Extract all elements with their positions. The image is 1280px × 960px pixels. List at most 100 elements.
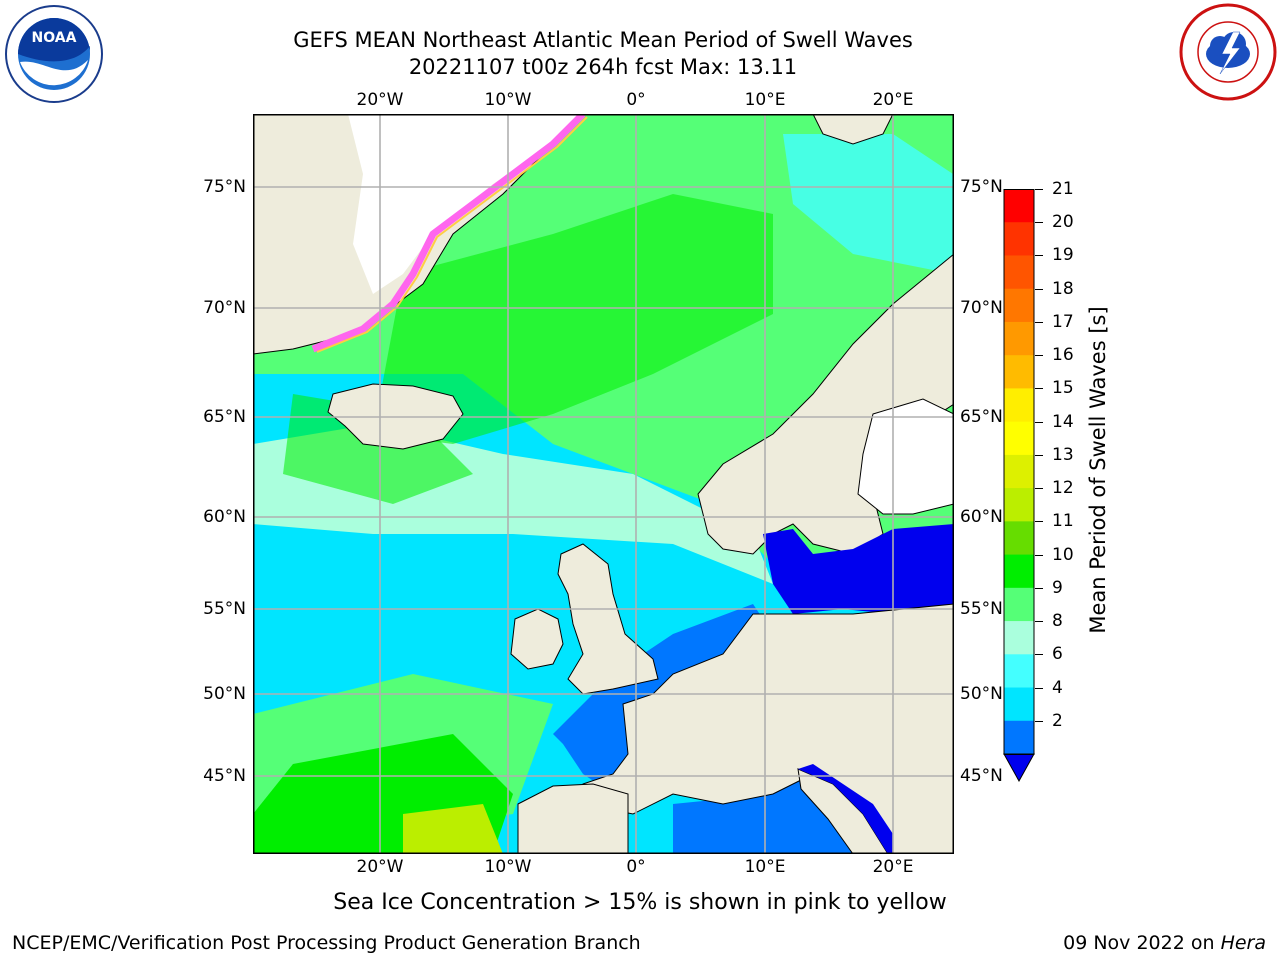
colorbar-tick-mark <box>1035 554 1043 556</box>
lat-tick-left-75n: 75°N <box>203 177 246 197</box>
lat-tick-right-60n: 60°N <box>960 507 1003 527</box>
land-great-britain <box>557 543 659 695</box>
colorbar-segment <box>1004 720 1034 755</box>
graticule <box>253 114 954 854</box>
colorbar-segment <box>1004 621 1034 655</box>
colorbar-svg <box>1003 189 1035 783</box>
colorbar-segment <box>1004 488 1034 522</box>
colorbar-frame <box>1003 189 1035 755</box>
footer-credit: NCEP/EMC/Verification Post Processing Pr… <box>12 932 641 954</box>
lat-tick-left-45n: 45°N <box>203 766 246 786</box>
map-frame <box>253 114 954 854</box>
colorbar-tick-mark <box>1035 388 1043 390</box>
colorbar-tick-label: 11 <box>1052 511 1074 532</box>
colorbar-tick-mark <box>1035 355 1043 357</box>
colorbar-segment <box>1004 521 1034 556</box>
lon-tick-bottom-10e: 10°E <box>744 857 786 877</box>
lat-tick-left-65n: 65°N <box>203 407 246 427</box>
lat-tick-right-70n: 70°N <box>960 298 1003 318</box>
colorbar-segment <box>1004 355 1034 389</box>
sea-ice-greenland <box>348 114 583 294</box>
baltic-sea <box>763 524 954 614</box>
swell-field-yellow-south <box>403 804 503 854</box>
colorbar-tick-label: 13 <box>1052 444 1074 465</box>
colorbar-segment <box>1004 222 1034 256</box>
lon-tick-bottom-10w: 10°W <box>484 857 532 877</box>
colorbar-tick-label: 10 <box>1052 544 1074 565</box>
lon-tick-top-0: 0° <box>626 90 646 110</box>
colorbar-segment <box>1004 255 1034 290</box>
land-svalbard <box>812 114 894 145</box>
colorbar-tick-mark <box>1035 587 1043 589</box>
colorbar-tick-label: 4 <box>1052 677 1063 698</box>
colorbar-tick-label: 21 <box>1052 179 1074 199</box>
colorbar-segment <box>1004 421 1034 456</box>
lat-tick-left-70n: 70°N <box>203 298 246 318</box>
lon-tick-bottom-20e: 20°E <box>872 857 914 877</box>
land-europe <box>582 603 954 854</box>
colorbar-segment <box>1004 654 1034 689</box>
colorbar-segment <box>1004 189 1034 223</box>
swell-field-mid <box>373 194 773 444</box>
colorbar-tick-mark <box>1035 488 1043 490</box>
colorbar-tick-label: 20 <box>1052 212 1074 233</box>
lat-tick-left-50n: 50°N <box>203 684 246 704</box>
footer-date: 09 Nov 2022 on Hera <box>1063 932 1266 954</box>
colorbar-tick-label: 6 <box>1052 644 1063 665</box>
colorbar-segment <box>1004 454 1034 489</box>
footer-date-text: 09 Nov 2022 on <box>1063 932 1215 954</box>
colorbar-segment <box>1004 687 1034 722</box>
lat-tick-right-55n: 55°N <box>960 599 1003 619</box>
sea-ice-bothnia <box>857 398 954 515</box>
colorbar-tick-mark <box>1035 654 1043 656</box>
noaa-logo: NOAA <box>4 4 104 104</box>
colorbar-tick-label: 19 <box>1052 245 1074 266</box>
land-ireland <box>510 608 564 670</box>
nws-logo <box>1178 2 1278 102</box>
colorbar-segment <box>1004 554 1034 589</box>
colorbar-tick-label: 8 <box>1052 611 1063 632</box>
colorbar-segment <box>1004 587 1034 622</box>
colorbar-tick-label: 15 <box>1052 378 1074 399</box>
colorbar-tick-label: 14 <box>1052 411 1074 432</box>
colorbar-tick-mark <box>1035 454 1043 456</box>
colorbar-tick-label: 16 <box>1052 345 1074 366</box>
colorbar-tick-mark <box>1035 421 1043 423</box>
lon-tick-top-10w: 10°W <box>484 90 532 110</box>
colorbar-tick-label: 12 <box>1052 478 1074 499</box>
colorbar-tick-mark <box>1035 288 1043 290</box>
footer-host: Hera <box>1220 932 1266 954</box>
sea-ice-note: Sea Ice Concentration > 15% is shown in … <box>333 890 947 915</box>
colorbar-tick-label: 18 <box>1052 278 1074 299</box>
lon-tick-top-10e: 10°E <box>744 90 786 110</box>
lon-tick-bottom-0: 0° <box>626 857 646 877</box>
colorbar-segment <box>1004 321 1034 356</box>
colorbar-tick-mark <box>1035 222 1043 224</box>
colorbar-extend-arrow <box>1003 753 1035 783</box>
colorbar-tick-label: 9 <box>1052 577 1063 598</box>
colorbar-tick-mark <box>1035 189 1043 190</box>
lat-tick-left-60n: 60°N <box>203 507 246 527</box>
colorbar <box>1003 189 1035 783</box>
colorbar-tick-label: 17 <box>1052 311 1074 332</box>
colorbar-tick-mark <box>1035 621 1043 623</box>
sea-ice-edge <box>311 114 586 353</box>
chart-title: GEFS MEAN Northeast Atlantic Mean Period… <box>293 28 913 52</box>
lat-tick-left-55n: 55°N <box>203 599 246 619</box>
colorbar-tick-label: 2 <box>1052 710 1063 731</box>
svg-text:NOAA: NOAA <box>32 30 77 46</box>
lon-tick-top-20e: 20°E <box>872 90 914 110</box>
lat-tick-right-65n: 65°N <box>960 407 1003 427</box>
colorbar-tick-mark <box>1035 720 1043 722</box>
colorbar-tick-mark <box>1035 321 1043 323</box>
colorbar-segment <box>1004 288 1034 323</box>
lon-tick-bottom-20w: 20°W <box>356 857 404 877</box>
land-iberia <box>517 783 629 854</box>
swell-period-map <box>253 114 954 854</box>
colorbar-tick-mark <box>1035 255 1043 257</box>
chart-subtitle: 20221107 t00z 264h fcst Max: 13.11 <box>408 55 798 79</box>
colorbar-title: Mean Period of Swell Waves [s] <box>1086 306 1110 634</box>
colorbar-tick-mark <box>1035 521 1043 523</box>
lon-tick-top-20w: 20°W <box>356 90 404 110</box>
lat-tick-right-50n: 50°N <box>960 684 1003 704</box>
